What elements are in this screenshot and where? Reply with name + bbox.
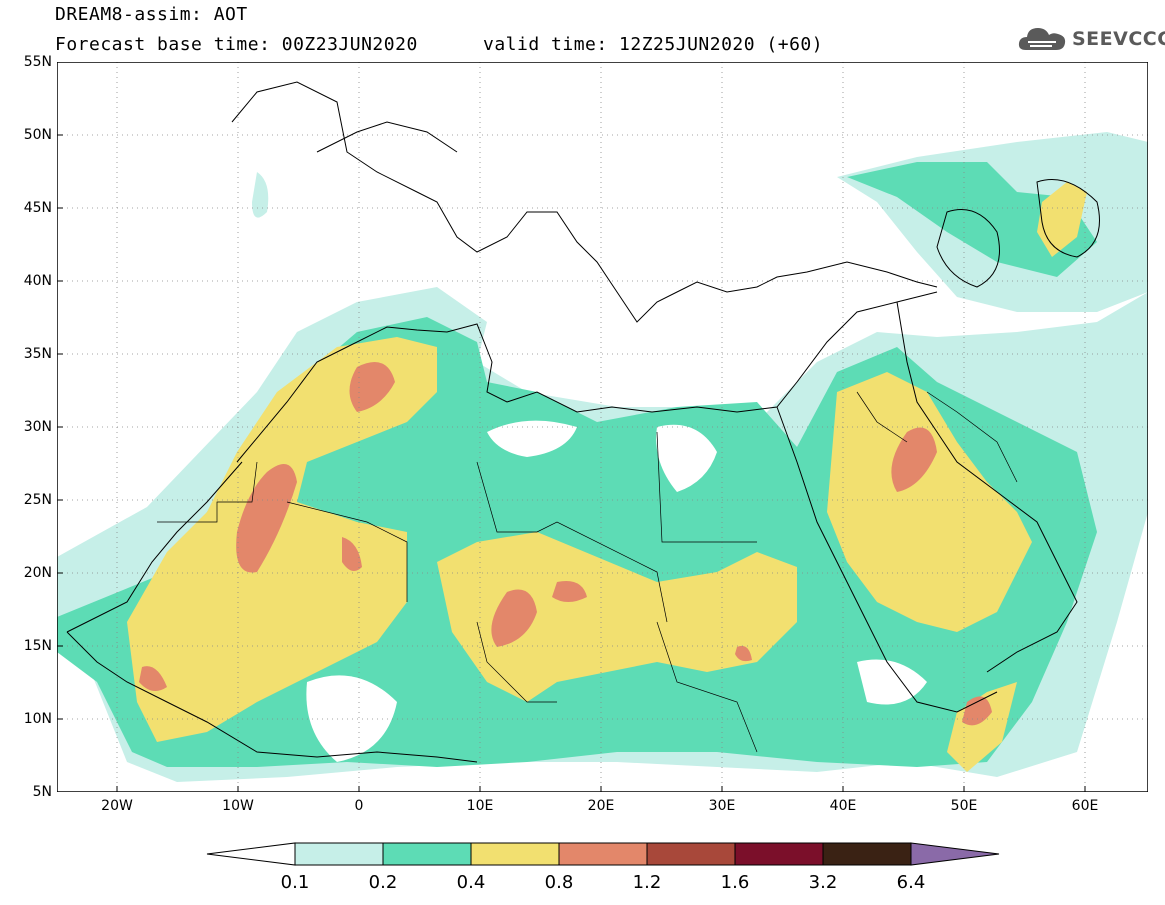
colorbar-segment xyxy=(470,842,560,866)
colorbar-label: 0.4 xyxy=(456,872,486,893)
colorbar-label: 6.4 xyxy=(896,872,926,893)
aot-map xyxy=(57,62,1148,792)
logo-text: SEEVCCC xyxy=(1072,28,1165,50)
aot-clear-areas xyxy=(306,420,927,762)
seevccc-logo: SEEVCCC xyxy=(1016,22,1165,56)
colorbar-label: 1.2 xyxy=(632,872,662,893)
lon-label: 10E xyxy=(466,798,494,814)
aot-band-0-8 xyxy=(139,362,992,726)
lat-label: 25N xyxy=(23,492,52,508)
forecast-time-line: Forecast base time: 00Z23JUN2020 valid ti… xyxy=(55,34,823,55)
lat-label: 15N xyxy=(23,638,52,654)
colorbar-max-arrow xyxy=(910,842,1000,866)
colorbar-label: 1.6 xyxy=(720,872,750,893)
colorbar-segment xyxy=(294,842,384,866)
coastlines xyxy=(66,81,1100,763)
lon-label: 30E xyxy=(708,798,736,814)
lat-label: 40N xyxy=(23,273,52,289)
lon-label: 20W xyxy=(101,798,133,814)
lat-label: 10N xyxy=(23,711,52,727)
colorbar-label: 0.8 xyxy=(544,872,574,893)
lon-label: 10W xyxy=(222,798,254,814)
lon-label: 60E xyxy=(1071,798,1099,814)
lat-label: 5N xyxy=(32,784,52,800)
aot-colorbar xyxy=(206,842,1000,866)
base-time: Forecast base time: 00Z23JUN2020 xyxy=(55,34,418,55)
country-borders xyxy=(157,391,1018,753)
lon-label: 20E xyxy=(587,798,615,814)
cloud-icon xyxy=(1018,28,1066,50)
colorbar-segment xyxy=(734,842,824,866)
lat-label: 35N xyxy=(23,346,52,362)
lat-label: 50N xyxy=(23,127,52,143)
valid-time: valid time: 12Z25JUN2020 (+60) xyxy=(483,34,824,55)
colorbar-segment xyxy=(822,842,912,866)
lon-label: 50E xyxy=(950,798,978,814)
aot-band-0-4 xyxy=(127,182,1087,772)
colorbar-label: 0.1 xyxy=(280,872,310,893)
lon-label: 0 xyxy=(354,798,364,814)
colorbar-label: 0.2 xyxy=(368,872,398,893)
map-grid xyxy=(57,62,1148,792)
lat-label: 30N xyxy=(23,419,52,435)
map-title: DREAM8-assim: AOT xyxy=(55,4,248,25)
colorbar-min-arrow xyxy=(206,842,296,866)
lat-label: 20N xyxy=(23,565,52,581)
axis-ticks xyxy=(57,62,1086,792)
colorbar-label: 3.2 xyxy=(808,872,838,893)
colorbar-segment xyxy=(558,842,648,866)
lat-label: 55N xyxy=(23,54,52,70)
colorbar-segment xyxy=(646,842,736,866)
lon-label: 40E xyxy=(829,798,857,814)
colorbar-segment xyxy=(382,842,472,866)
lat-label: 45N xyxy=(23,200,52,216)
